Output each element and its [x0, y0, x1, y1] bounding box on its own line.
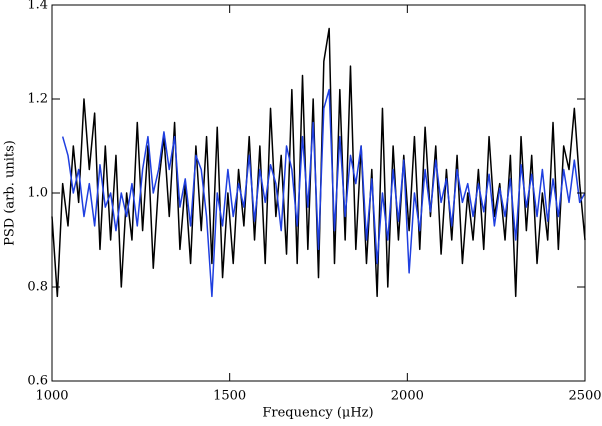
x-tick-label: 1000: [35, 389, 68, 404]
y-tick-label: 0.6: [27, 374, 48, 389]
x-tick-label: 1500: [213, 389, 246, 404]
x-tick-label: 2500: [568, 389, 601, 404]
plot-frame: [51, 4, 586, 382]
y-tick-label: 1.4: [27, 0, 48, 13]
y-axis-label: PSD (arb. units): [3, 140, 18, 246]
series-line: [61, 88, 586, 298]
y-tick-label: 0.8: [27, 280, 48, 295]
x-tick-label: 2000: [391, 389, 424, 404]
y-tick-label: 1.2: [27, 92, 48, 107]
series-line: [51, 27, 586, 298]
x-axis-label: Frequency (μHz): [262, 406, 373, 421]
y-tick-label: 1.0: [27, 186, 48, 201]
